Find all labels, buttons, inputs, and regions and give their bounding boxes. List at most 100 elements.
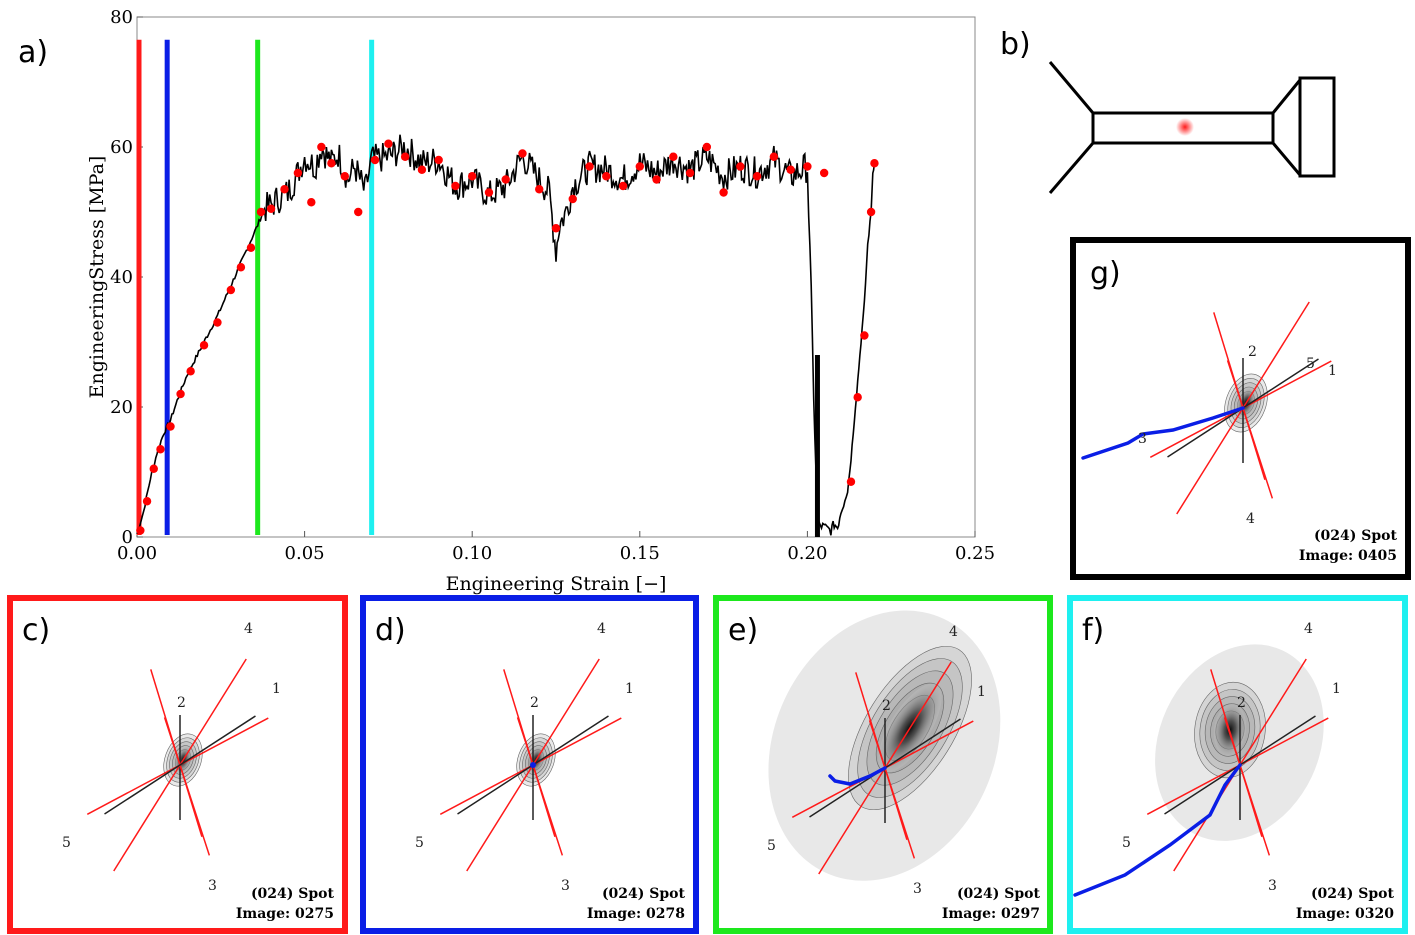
x-tick-label-0: 0.00 [117,543,157,564]
spot-label-g: (024) Spot [1314,528,1398,544]
image-label-f: Image: 0320 [1296,906,1394,922]
marker-point-0 [136,526,145,535]
marker-point-36 [618,181,628,191]
marker-point-23 [400,152,410,161]
spot-body-e: 1 2 3 4 5 [767,610,1001,897]
direction-number-g-3: 3 [1138,431,1147,447]
marker-point-52 [866,207,876,217]
panel-label-b: b) [1000,27,1031,62]
marker-point-47 [803,162,812,171]
y-axis-label: EngineeringStress [MPa] [86,156,108,399]
marker-point-6 [186,367,195,376]
direction-number-g-4: 4 [1246,511,1255,527]
specimen-outline [1048,61,1336,194]
strain-marker-lines [136,39,375,536]
panel-label-f: f) [1082,613,1104,648]
panel-label-g: g) [1090,256,1121,291]
marker-point-27 [468,172,477,181]
y-tick-label-0: 0 [122,527,133,548]
marker-point-42 [719,188,728,197]
direction-number-e-5: 5 [767,838,776,854]
spot-body-d: 1 2 3 4 5 [415,621,634,894]
marker-point-38 [652,175,661,184]
spot-body-c: 1 2 3 4 5 [62,621,281,894]
marker-point-50 [853,393,862,402]
x-tick-label-3: 0.15 [620,543,660,564]
marker-point-2 [149,464,158,473]
direction-number-e-3: 3 [913,881,922,897]
marker-point-8 [213,318,222,327]
direction-number-g-5: 5 [1306,356,1315,372]
marker-point-28 [484,188,494,197]
direction-number-d-1: 1 [625,681,634,697]
direction-number-c-5: 5 [62,835,71,851]
panel-label-e: e) [728,613,758,648]
marker-point-10 [236,263,246,272]
trajectory-start-d [530,762,536,768]
marker-point-19 [340,172,350,181]
y-axis-ticks: 0 20 40 60 80 [110,7,143,548]
direction-number-c-4: 4 [244,621,253,637]
direction-line-g-4 [1213,312,1266,480]
spot-body-f: 1 2 3 4 5 [1073,621,1341,897]
marker-point-25 [434,155,443,165]
spot-label-f: (024) Spot [1311,886,1395,902]
marker-point-45 [769,152,779,161]
y-tick-label-1: 20 [110,397,133,418]
spot-panel-d: d) 1 2 3 4 5 (024) Spot Image: 0278 [360,595,699,934]
marker-point-17 [317,142,326,152]
y-tick-label-2: 40 [110,267,133,288]
marker-point-35 [602,172,611,181]
marker-point-20 [354,207,363,217]
marker-point-24 [417,165,427,174]
marker-point-32 [551,224,561,233]
trajectory-trail-e [828,766,887,786]
marker-point-16 [307,198,316,207]
spot-panel-c: c) 1 2 3 4 5 (024) Spot Image: 0275 [7,595,348,934]
marker-point-22 [384,139,393,148]
marker-point-31 [535,185,544,194]
marker-point-33 [568,194,577,204]
marker-point-4 [166,422,175,431]
spot-panel-e: e) 1 2 3 4 5 (024) Spot Image: 0297 [713,595,1053,934]
direction-number-d-2: 2 [530,695,539,711]
sample-markers [136,139,879,535]
marker-point-5 [176,389,185,399]
marker-point-46 [786,165,795,174]
marker-point-30 [518,149,527,158]
marker-point-26 [451,181,460,191]
x-tick-label-5: 0.25 [955,543,995,564]
stress-strain-chart: a) 0.00 0.05 0.10 0.15 0.20 0.25 0 20 40 60 80 En… [18,7,995,595]
direction-number-d-4: 4 [597,621,606,637]
direction-number-g-1: 1 [1328,363,1337,379]
spot-label-c: (024) Spot [251,886,335,902]
marker-point-44 [752,172,762,181]
direction-number-e-4: 4 [949,624,958,640]
direction-line-d-4 [503,669,556,837]
direction-line-f-4 [1210,669,1263,837]
measurement-spot [1176,118,1194,136]
spot-label-e: (024) Spot [957,886,1041,902]
panel-label-a: a) [18,35,48,70]
plot-frame [136,16,976,538]
direction-line-c-4 [150,669,203,837]
direction-number-d-5: 5 [415,835,424,851]
marker-point-9 [226,285,236,295]
marker-point-15 [293,168,303,178]
direction-number-f-3: 3 [1268,878,1277,894]
marker-point-18 [327,159,336,168]
marker-point-41 [702,142,712,152]
direction-number-f-4: 4 [1304,621,1313,637]
marker-point-53 [870,159,879,168]
direction-number-c-1: 1 [272,681,281,697]
marker-point-11 [246,243,256,252]
marker-point-14 [280,185,289,194]
marker-point-34 [585,162,594,171]
direction-number-f-2: 2 [1237,695,1246,711]
trajectory-trail-g [1081,406,1245,460]
x-axis-label: Engineering Strain [−] [446,573,667,595]
x-axis-ticks: 0.00 0.05 0.10 0.15 0.20 0.25 [117,531,995,564]
specimen-sketch: b) [1000,27,1336,194]
marker-point-40 [685,168,695,178]
